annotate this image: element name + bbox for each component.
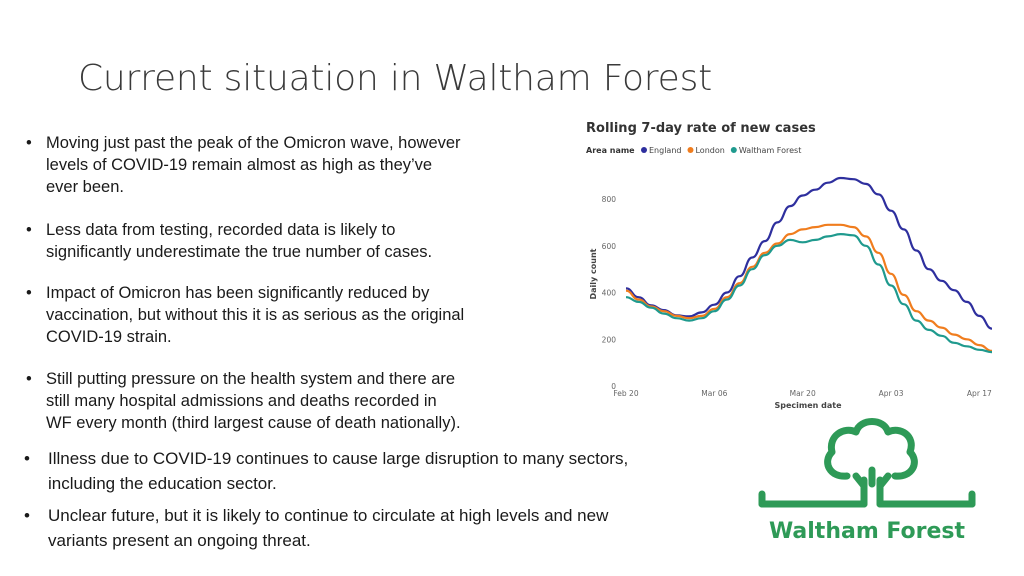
x-tick-label: Mar 06 (701, 389, 727, 398)
bullet-text: Unclear future, but it is likely to cont… (48, 506, 609, 550)
bullet-marker: • (26, 370, 32, 388)
series-lines (625, 176, 993, 354)
bullet-item: • Unclear future, but it is likely to co… (24, 503, 608, 553)
legend-label: England (649, 146, 681, 155)
bullet-item: • Impact of Omicron has been significant… (26, 282, 464, 348)
logo-text: Waltham Forest (769, 519, 966, 544)
bullet-text: Illness due to COVID-19 continues to cau… (48, 449, 629, 493)
bullet-marker: • (26, 134, 32, 152)
legend-label: London (695, 146, 724, 155)
x-tick-label: Apr 17 (967, 389, 992, 398)
y-axis-label: Daily count (589, 248, 598, 299)
legend-swatch (641, 147, 647, 153)
x-tick-label: Mar 20 (790, 389, 816, 398)
y-tick-label: 0 (611, 382, 616, 391)
bullet-marker: • (24, 449, 30, 468)
tree-logo-icon (758, 418, 976, 508)
bullet-marker: • (26, 221, 32, 239)
bullet-marker: • (24, 506, 30, 525)
bullet-text: Impact of Omicron has been significantly… (46, 284, 465, 346)
bullet-item: • Less data from testing, recorded data … (26, 219, 432, 263)
bullet-item: • Moving just past the peak of the Omicr… (26, 132, 461, 198)
bullet-text: Still putting pressure on the health sys… (46, 370, 461, 432)
y-tick-label: 600 (602, 242, 617, 251)
slide-title: Current situation in Waltham Forest (78, 58, 713, 99)
chart-legend: England London Waltham Forest (641, 146, 801, 155)
bullet-marker: • (26, 284, 32, 302)
legend-label: Waltham Forest (739, 146, 802, 155)
y-tick-label: 200 (602, 335, 617, 344)
y-tick-label: 800 (602, 195, 617, 204)
bullet-item: • Still putting pressure on the health s… (26, 368, 461, 434)
bullet-text: Less data from testing, recorded data is… (46, 221, 433, 261)
x-tick-label: Apr 03 (879, 389, 904, 398)
x-axis-ticks: Feb 20 Mar 06 Mar 20 Apr 03 Apr 17 (613, 389, 992, 398)
legend-title: Area name (586, 146, 635, 155)
series-line-england (625, 176, 993, 330)
bullet-text: Moving just past the peak of the Omicron… (46, 134, 461, 196)
series-line-london (625, 223, 993, 352)
chart-title: Rolling 7-day rate of new cases (586, 121, 816, 136)
cases-line-chart: Rolling 7-day rate of new cases Area nam… (586, 121, 993, 410)
legend-swatch (687, 147, 694, 153)
series-line-waltham-forest (625, 232, 993, 354)
bullet-item: • Illness due to COVID-19 continues to c… (24, 446, 628, 496)
y-tick-label: 400 (602, 289, 617, 298)
y-axis-ticks: 0 200 400 600 800 (602, 195, 617, 391)
x-axis-label: Specimen date (774, 401, 842, 410)
waltham-forest-logo: Waltham Forest (758, 418, 976, 544)
x-tick-label: Feb 20 (613, 389, 638, 398)
legend-swatch (730, 147, 737, 153)
